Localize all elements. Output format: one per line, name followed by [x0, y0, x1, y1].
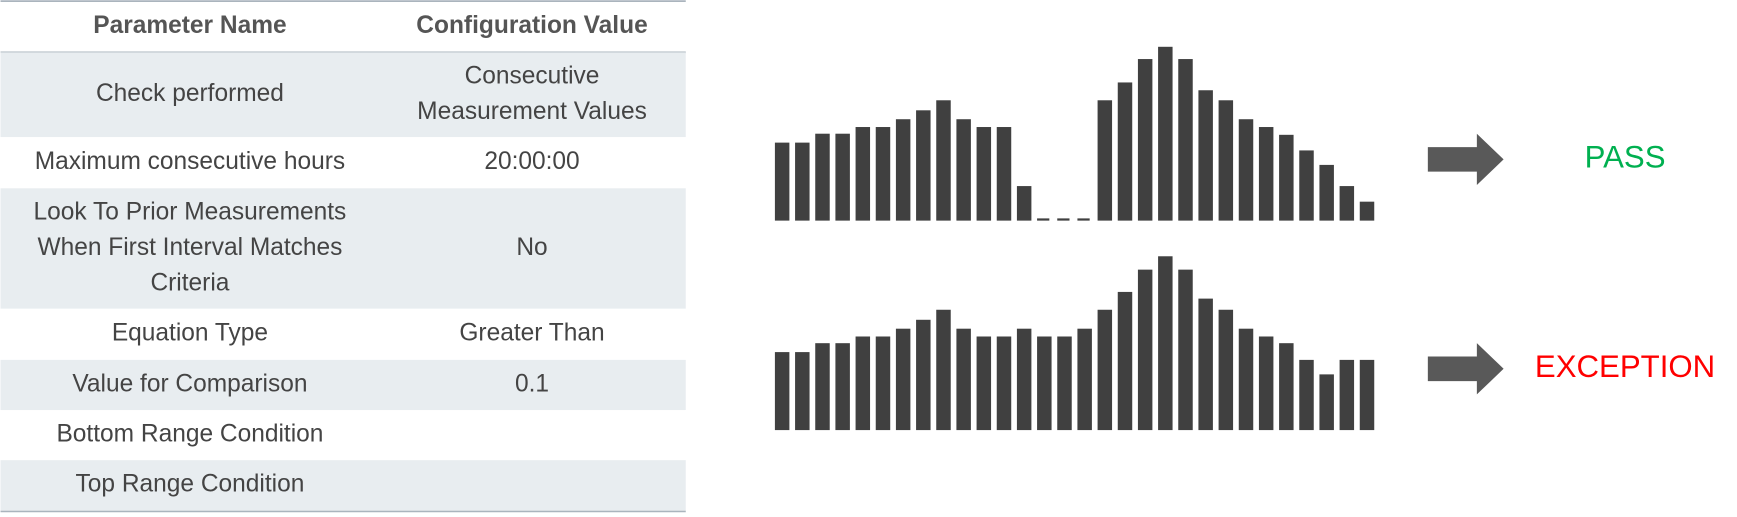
cell-text: 0.1 [515, 370, 549, 397]
cell-text: 20:00:00 [484, 148, 579, 175]
bar [875, 127, 891, 221]
bar [976, 127, 992, 221]
bar [1359, 201, 1375, 221]
cell-text: No [516, 234, 547, 261]
bar [1117, 82, 1133, 221]
bar [956, 119, 971, 221]
bar [1137, 59, 1153, 221]
bar [835, 133, 850, 221]
bar [956, 328, 971, 431]
cell-text: Equation Type [112, 320, 268, 347]
bar [936, 100, 951, 221]
bar [1359, 359, 1375, 431]
arrow [1427, 343, 1504, 395]
bar [1037, 336, 1052, 431]
cell-text: Top Range Condition [76, 471, 305, 498]
row-band [0, 188, 686, 309]
cell-text: Maximum consecutive hours [35, 148, 345, 175]
cell-text: Measurement Values [417, 98, 647, 125]
bar [916, 110, 931, 221]
row-band [0, 359, 686, 411]
cell-text: Value for Comparison [72, 370, 307, 397]
bar [815, 133, 830, 221]
bar [1238, 328, 1254, 431]
bar [996, 127, 1012, 221]
bar [835, 343, 850, 431]
cell-text: Consecutive [465, 62, 600, 89]
cell-text: Bottom Range Condition [56, 421, 323, 448]
bar [1097, 100, 1113, 221]
bar [936, 309, 951, 431]
bar [976, 336, 992, 431]
gap-dash [1057, 218, 1070, 221]
bar [916, 319, 931, 431]
bar [1339, 359, 1355, 431]
bar [1279, 343, 1294, 431]
exception-label: EXCEPTION [1535, 349, 1715, 384]
bar [774, 352, 790, 431]
bar [795, 352, 810, 431]
column-header: Configuration Value [416, 12, 647, 39]
bar [1279, 134, 1294, 221]
bar [895, 328, 911, 431]
bar [1097, 309, 1113, 431]
bar [855, 336, 871, 431]
bar [1117, 291, 1133, 431]
bar [795, 142, 810, 221]
bar [1016, 186, 1032, 221]
bar [1198, 90, 1213, 221]
bar [1218, 309, 1234, 431]
column-header: Parameter Name [93, 12, 286, 39]
parameter-table: Parameter Name Configuration Value Check p… [0, 0, 686, 513]
arrow [1427, 133, 1504, 185]
cell-text: Look To Prior Measurements [34, 198, 347, 225]
bar [774, 142, 790, 221]
bar [875, 336, 891, 431]
gap-dash [1037, 218, 1050, 221]
bar [1178, 59, 1193, 221]
row-band [0, 52, 686, 138]
cell-text: Greater Than [459, 320, 604, 347]
bar [1077, 328, 1092, 431]
bar [1339, 186, 1355, 221]
gap-dash [1077, 218, 1090, 221]
bar [1319, 164, 1334, 221]
cell-text: Check performed [96, 80, 284, 107]
pass-label: PASS [1585, 140, 1666, 175]
bar [1299, 150, 1314, 221]
bar [1178, 269, 1193, 431]
bar [1299, 359, 1314, 431]
bar [1016, 328, 1032, 431]
bar [1137, 269, 1153, 431]
bar [1158, 46, 1173, 221]
bar [996, 336, 1012, 431]
bar [1319, 374, 1334, 431]
bar [1057, 336, 1072, 431]
bar [1258, 336, 1274, 431]
bar [895, 119, 911, 221]
bar [1258, 127, 1274, 221]
illustration [774, 46, 1375, 431]
cell-text: Criteria [150, 270, 229, 297]
bar [855, 127, 871, 221]
bar [815, 343, 830, 431]
cell-text: When First Interval Matches [37, 234, 342, 261]
bar [1218, 100, 1234, 221]
bar [1238, 119, 1254, 221]
row-band [0, 460, 686, 511]
bar [1158, 256, 1173, 431]
bar [1198, 298, 1213, 431]
